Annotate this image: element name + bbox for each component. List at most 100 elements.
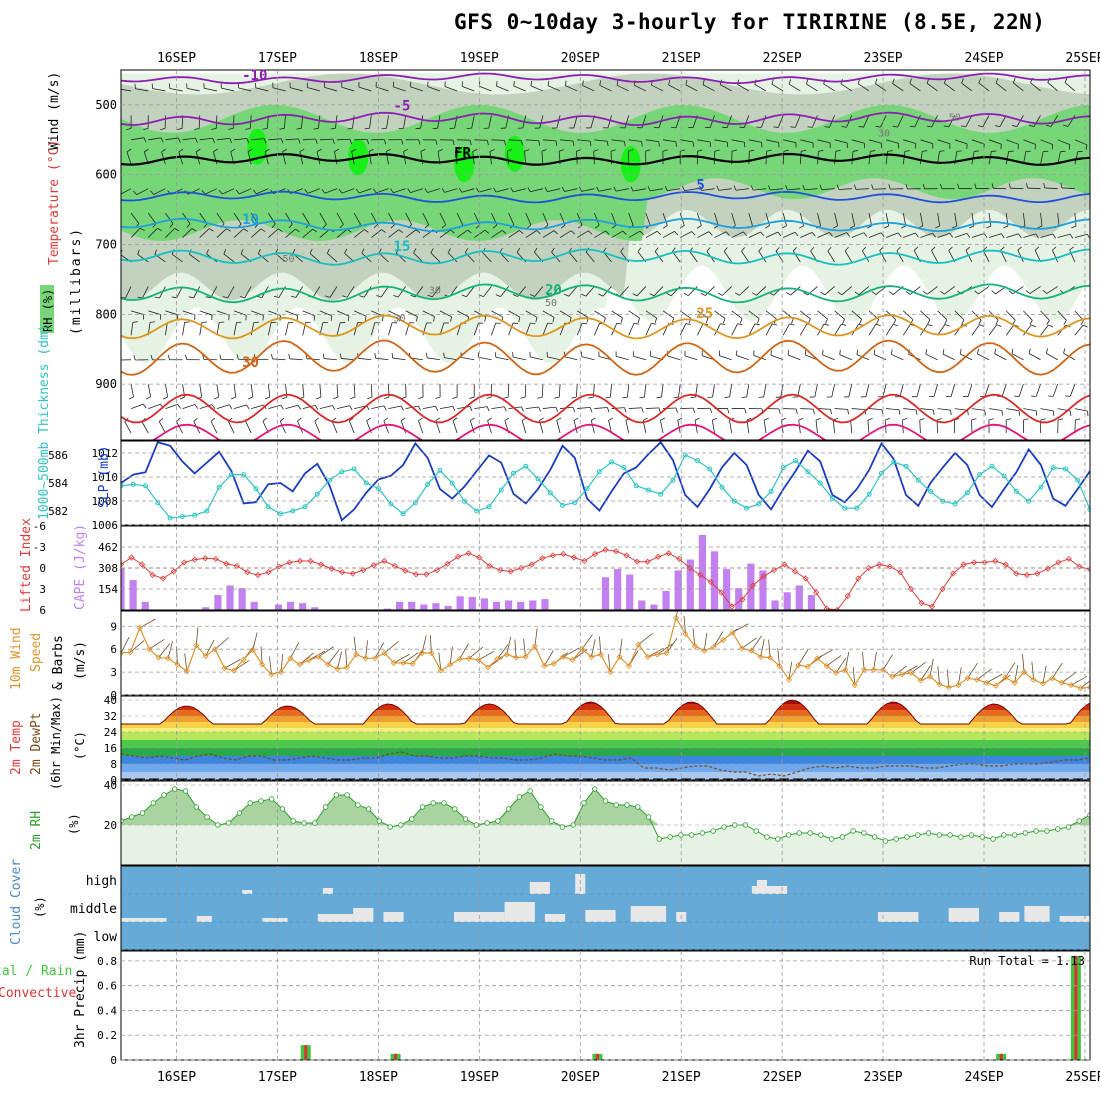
wind-barb bbox=[568, 251, 578, 263]
wind-barb-flag bbox=[749, 149, 755, 152]
top-date-label: 17SEP bbox=[258, 51, 297, 66]
wind-barb bbox=[307, 188, 320, 194]
wind-barb bbox=[186, 87, 200, 92]
wind-barb-flag bbox=[919, 418, 925, 421]
thickness-point bbox=[290, 508, 296, 514]
wind-barb bbox=[711, 420, 715, 434]
thickness-point bbox=[756, 501, 762, 507]
wind-barb bbox=[874, 354, 887, 361]
wind-barb-flag bbox=[683, 292, 689, 297]
lifted-index-point bbox=[918, 599, 925, 607]
wind-speed-point bbox=[183, 668, 190, 675]
wind-barb-flag bbox=[349, 139, 352, 145]
chart-title: GFS 0~10day 3-hourly for TIRIRINE (8.5E,… bbox=[454, 10, 1046, 34]
pressure-tick: 600 bbox=[95, 168, 117, 182]
wind-speed-point bbox=[1068, 682, 1075, 689]
wind-barb bbox=[971, 233, 985, 238]
wind-speed-point bbox=[663, 649, 670, 657]
lifted-index-point bbox=[591, 550, 599, 558]
cape-bar bbox=[299, 603, 307, 610]
wind-barb bbox=[149, 638, 165, 650]
wind-speed-point bbox=[484, 664, 491, 671]
lifted-index-point bbox=[402, 567, 409, 574]
wind-barb-flag bbox=[520, 396, 526, 399]
wind-barb-flag bbox=[699, 185, 703, 191]
wind-barb-flag bbox=[556, 417, 562, 421]
wind-barb bbox=[961, 82, 973, 92]
cape-bar bbox=[626, 574, 634, 610]
thickness-point bbox=[1050, 465, 1056, 471]
wind-barb-flag bbox=[186, 223, 191, 228]
wind-barb-flag bbox=[322, 224, 327, 229]
wind-barb bbox=[346, 286, 355, 298]
li-tick: 3 bbox=[39, 583, 46, 596]
cloud-patch bbox=[529, 882, 550, 894]
wind-barb bbox=[594, 230, 606, 238]
lifted-index-point bbox=[433, 567, 441, 574]
wind-barb bbox=[645, 139, 659, 143]
wind-barb bbox=[899, 384, 904, 397]
rh-point bbox=[990, 836, 996, 842]
wind-barb bbox=[760, 639, 765, 657]
wind-barb bbox=[336, 310, 350, 317]
wind-barb bbox=[619, 638, 623, 657]
wind-barb bbox=[353, 384, 356, 398]
wind-barb bbox=[800, 139, 814, 144]
wind-barb bbox=[534, 628, 538, 647]
wind-barb bbox=[319, 212, 327, 225]
wind-barb-flag bbox=[393, 295, 399, 298]
wind-barb bbox=[121, 636, 130, 654]
thickness-point bbox=[302, 504, 308, 510]
rh-point bbox=[236, 810, 243, 816]
slp-tick: 1008 bbox=[92, 495, 119, 508]
wind-barb bbox=[250, 384, 254, 398]
wind-barb-flag bbox=[297, 404, 301, 410]
wind-speed-point bbox=[513, 654, 520, 661]
rh-point bbox=[624, 802, 630, 808]
wind-barb-flag bbox=[1011, 125, 1018, 128]
wind-barb-flag bbox=[700, 292, 706, 296]
wind-barb bbox=[539, 115, 544, 129]
wind-barb-flag bbox=[452, 406, 456, 412]
wind-barb bbox=[336, 322, 341, 336]
wind-barb-flag bbox=[484, 316, 487, 322]
isotherm-label: 5 bbox=[696, 177, 704, 193]
wind-barb bbox=[459, 643, 469, 660]
wind-barb bbox=[148, 403, 161, 409]
lifted-index-point bbox=[128, 554, 135, 561]
wind-barb-flag bbox=[535, 317, 538, 323]
wind-barb bbox=[199, 137, 213, 141]
wind-barb-flag bbox=[582, 80, 584, 86]
wind-barb-flag bbox=[316, 148, 322, 152]
wind-barb bbox=[909, 286, 921, 295]
wind-barb-flag bbox=[262, 417, 267, 422]
wind-barb-flag bbox=[157, 227, 162, 232]
wind-barb-flag bbox=[731, 149, 737, 152]
wind-barb-flag bbox=[942, 349, 945, 355]
wind-barb bbox=[800, 310, 811, 320]
wind-barb-flag bbox=[484, 229, 490, 234]
wind-barb-flag bbox=[737, 323, 743, 326]
lifted-index-point bbox=[296, 557, 304, 565]
wind-barb bbox=[314, 420, 321, 434]
wind-barb bbox=[205, 639, 215, 657]
wind-barb-flag bbox=[315, 138, 318, 144]
wind-barb-flag bbox=[979, 324, 985, 327]
cloud-patch bbox=[322, 888, 333, 894]
wind-barb bbox=[817, 139, 831, 144]
wind-barb bbox=[125, 286, 132, 299]
thickness-point bbox=[572, 500, 578, 506]
wind-barb-flag bbox=[733, 185, 737, 191]
wind-speed-point bbox=[531, 643, 539, 650]
wind-barb bbox=[264, 151, 269, 165]
wind-barb bbox=[683, 615, 686, 634]
wind-barb bbox=[525, 406, 539, 409]
wind-barb bbox=[233, 310, 247, 316]
series-SLP bbox=[121, 441, 1090, 522]
wind-barb bbox=[176, 421, 183, 434]
wind-barb-flag bbox=[746, 417, 752, 421]
wind-barb-flag bbox=[441, 224, 447, 229]
wind-barb-flag bbox=[856, 349, 858, 355]
wind-barb bbox=[868, 408, 882, 411]
lifted-index-point bbox=[897, 569, 904, 576]
